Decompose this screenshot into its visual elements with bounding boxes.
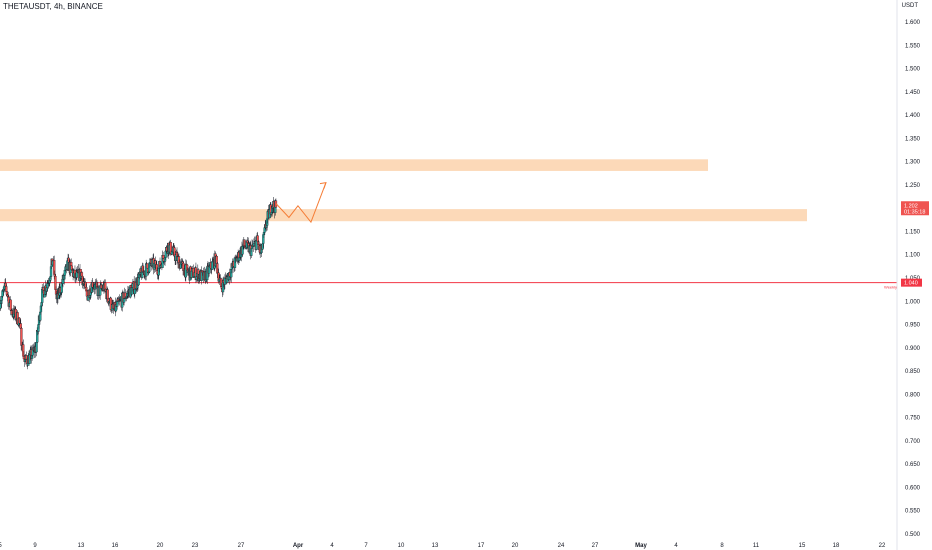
price-tick-label: 0.600 [905, 485, 921, 491]
symbol-title: THETAUSDT, 4h, BINANCE [3, 2, 103, 11]
resistance-zone [0, 209, 807, 222]
time-tick-label: 5 [0, 543, 2, 549]
time-tick-label: 17 [478, 543, 485, 549]
time-tick-label: 27 [592, 543, 599, 549]
level-label: Weekly [884, 285, 897, 290]
candle-body [252, 243, 256, 247]
price-tick-label: 0.750 [905, 416, 921, 422]
time-tick-label: 9 [33, 543, 37, 549]
price-tick-label: 1.150 [905, 229, 921, 235]
time-tick-label: 11 [753, 543, 760, 549]
price-tick-label: 1.000 [905, 299, 921, 305]
candle-body [223, 277, 227, 285]
candle-body [80, 272, 84, 277]
price-tick-label: 1.450 [905, 90, 921, 96]
candle-body [46, 283, 49, 288]
price-tick-label: 1.600 [905, 20, 921, 26]
arrow-head-icon [319, 181, 327, 189]
price-tick-label: 0.900 [905, 346, 921, 352]
price-tick-label: 1.400 [905, 113, 921, 119]
price-unit: USDT [901, 3, 918, 9]
level-price-value: 1.040 [904, 281, 918, 287]
time-tick-label: 20 [157, 543, 164, 549]
price-axis: 1.600 1.550 1.500 1.450 1.400 1.350 1.300 1.250… [896, 0, 921, 550]
time-tick-label: 10 [398, 543, 405, 549]
time-tick-label: 16 [112, 543, 119, 549]
level-price-tag [901, 278, 922, 287]
price-tick-label: 0.650 [905, 462, 921, 468]
time-tick-label: 18 [833, 543, 840, 549]
candles [0, 197, 278, 370]
time-axis[interactable]: 5 9 13 16 20 23 27 Apr 4 7 10 13 17 20 24 27 May 4 8 11 15 18… [0, 543, 886, 549]
candle-body [162, 255, 165, 259]
time-tick-label: 23 [192, 543, 199, 549]
candle-body [106, 289, 109, 300]
price-tick-label: 1.300 [905, 160, 921, 166]
candle-body [35, 342, 38, 353]
time-tick-label: May [635, 543, 647, 549]
time-tick-label: 27 [238, 543, 245, 549]
price-tick-label: 1.100 [905, 253, 921, 259]
bar-countdown: 01:35:18 [904, 209, 925, 215]
time-tick-label: 15 [799, 543, 806, 549]
time-tick-label: 4 [330, 543, 334, 549]
time-tick-label: 13 [78, 543, 85, 549]
time-tick-label: 7 [364, 543, 368, 549]
price-tick-label: 0.700 [905, 439, 921, 445]
candle-body [9, 299, 12, 311]
candle-body [122, 298, 126, 303]
price-tick-label: 0.550 [905, 509, 921, 515]
candle-body [22, 356, 26, 360]
candle-body [5, 286, 8, 292]
last-price-value: 1.202 [904, 203, 918, 209]
time-tick-label: Apr [293, 543, 304, 549]
projected-path [275, 182, 327, 224]
price-tick-label: 0.800 [905, 392, 921, 398]
candle-body [70, 262, 73, 267]
time-tick-label: 13 [432, 543, 439, 549]
resistance-zones [0, 159, 807, 222]
price-tick-label: 0.500 [905, 532, 921, 538]
price-tick-label: 1.550 [905, 43, 921, 49]
time-tick-label: 24 [558, 543, 565, 549]
candle-body [104, 282, 107, 290]
last-price-tag [901, 201, 929, 216]
price-tick-label: 1.350 [905, 136, 921, 142]
candle-body [85, 290, 89, 297]
time-tick-label: 20 [512, 543, 519, 549]
candle-body [146, 263, 149, 269]
candle-body [116, 301, 119, 307]
time-tick-label: 22 [879, 543, 886, 549]
price-tags: 1.202 01:35:18 1.040 Weekly [884, 201, 929, 290]
time-tick-label: 4 [674, 543, 678, 549]
candle-body [211, 261, 214, 270]
resistance-zone [0, 159, 708, 171]
time-tick-label: 8 [720, 543, 724, 549]
price-tick-label: 0.850 [905, 369, 921, 375]
price-tick-label: 1.250 [905, 183, 921, 189]
price-tick-label: 1.500 [905, 67, 921, 73]
price-tick-label: 0.950 [905, 323, 921, 329]
candle-body [133, 289, 136, 294]
